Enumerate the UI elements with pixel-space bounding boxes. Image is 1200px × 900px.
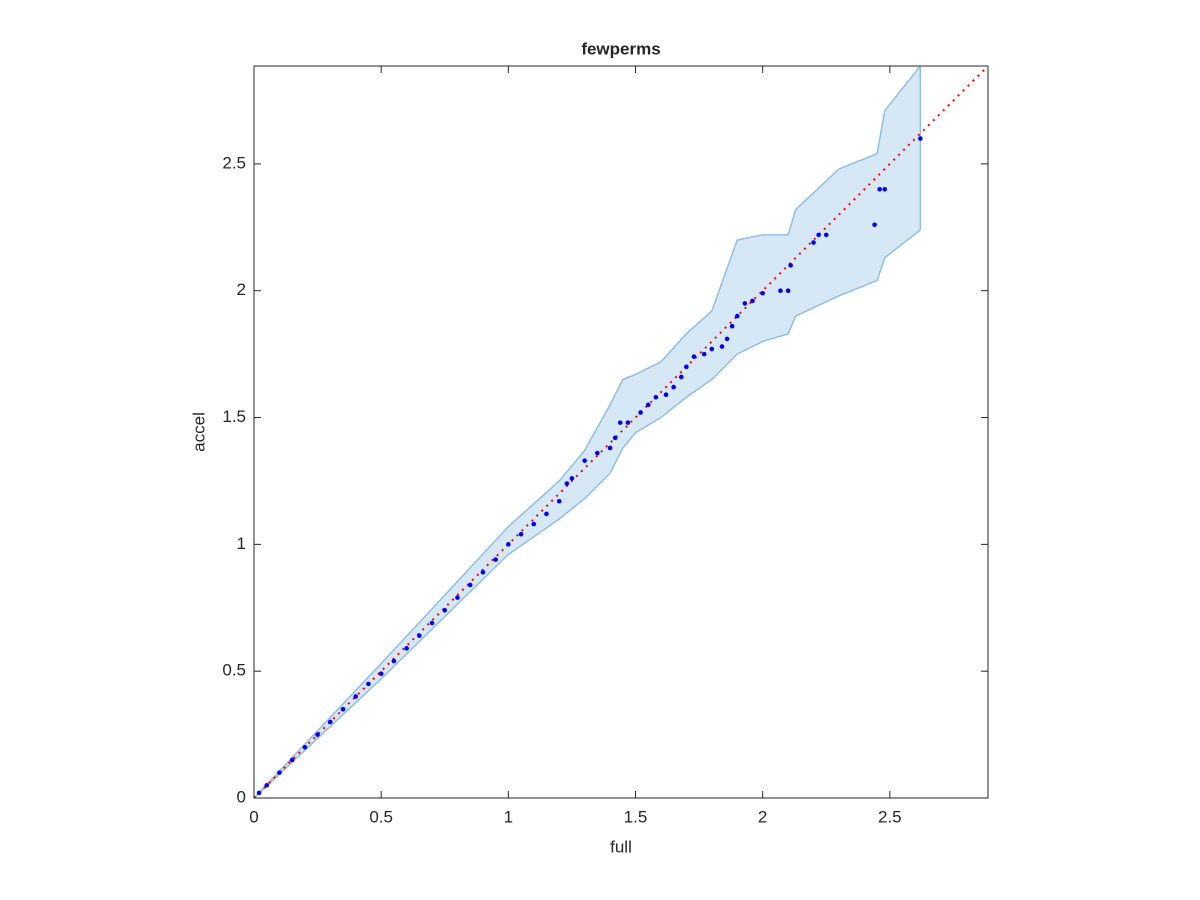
point bbox=[719, 344, 725, 349]
point bbox=[811, 240, 816, 245]
y-tick-label: 2 bbox=[237, 280, 246, 299]
point bbox=[455, 595, 460, 600]
point bbox=[493, 557, 498, 562]
point bbox=[872, 222, 877, 228]
point bbox=[366, 681, 371, 687]
point bbox=[582, 458, 587, 463]
point bbox=[625, 420, 631, 425]
x-axis-label: full bbox=[610, 837, 632, 856]
x-tick-label: 0.5 bbox=[369, 807, 393, 826]
point bbox=[340, 706, 346, 712]
point bbox=[404, 646, 409, 651]
x-tick-label: 2 bbox=[758, 807, 767, 826]
point bbox=[264, 783, 270, 788]
y-axis-label: accel bbox=[189, 412, 208, 452]
point bbox=[638, 410, 643, 415]
point bbox=[724, 336, 730, 342]
point bbox=[531, 521, 537, 527]
point bbox=[701, 351, 707, 357]
y-tick-label: 0.5 bbox=[222, 661, 246, 680]
y-tick-label: 0 bbox=[237, 787, 246, 806]
point bbox=[569, 476, 575, 481]
point bbox=[391, 658, 397, 664]
point bbox=[302, 744, 308, 750]
point bbox=[544, 511, 549, 517]
axes: 0 0.5 1 1.5 2 2.5 0 0.5 1 1.5 2 2.5 bbox=[222, 65, 989, 826]
point bbox=[734, 313, 740, 319]
confidence-band bbox=[254, 66, 921, 798]
point bbox=[750, 298, 755, 304]
point bbox=[353, 694, 359, 699]
point bbox=[467, 582, 473, 588]
plot-area bbox=[254, 66, 988, 798]
point bbox=[617, 420, 623, 425]
point bbox=[684, 364, 689, 370]
point bbox=[742, 301, 748, 306]
point bbox=[612, 435, 618, 441]
x-tick-label: 2.5 bbox=[878, 807, 902, 826]
point bbox=[645, 402, 651, 408]
point bbox=[918, 136, 923, 141]
point bbox=[709, 346, 715, 352]
point bbox=[823, 232, 829, 238]
y-tick-label: 1 bbox=[237, 534, 246, 553]
axes-box bbox=[253, 65, 989, 799]
point bbox=[653, 394, 659, 400]
point bbox=[607, 445, 613, 451]
point bbox=[816, 232, 821, 238]
point bbox=[480, 569, 486, 575]
point bbox=[327, 719, 333, 725]
reference-line bbox=[254, 66, 988, 798]
point bbox=[429, 620, 435, 626]
point bbox=[289, 757, 295, 763]
point bbox=[506, 542, 511, 547]
point bbox=[595, 450, 600, 456]
point bbox=[518, 531, 524, 537]
point bbox=[788, 263, 793, 268]
x-tick-label: 0 bbox=[249, 807, 258, 826]
point bbox=[277, 770, 282, 775]
point bbox=[877, 186, 882, 192]
point bbox=[760, 290, 765, 296]
point bbox=[378, 671, 384, 677]
y-tick-label: 2.5 bbox=[222, 153, 246, 172]
point bbox=[671, 384, 676, 390]
point bbox=[729, 323, 735, 329]
point bbox=[256, 790, 262, 796]
point bbox=[678, 374, 684, 380]
chart-title: fewperms bbox=[581, 39, 660, 58]
point bbox=[315, 732, 320, 737]
point bbox=[778, 288, 783, 294]
point bbox=[442, 608, 448, 613]
band-edge-upper bbox=[254, 66, 921, 798]
point bbox=[663, 392, 669, 398]
point bbox=[691, 354, 697, 359]
y-tick-label: 1.5 bbox=[222, 407, 246, 426]
x-tick-label: 1.5 bbox=[624, 807, 648, 826]
x-tick-label: 1 bbox=[504, 807, 513, 826]
band-edge-lower bbox=[254, 229, 921, 798]
point bbox=[882, 186, 888, 192]
point bbox=[785, 288, 791, 294]
point bbox=[556, 498, 562, 504]
point bbox=[417, 633, 422, 638]
point bbox=[564, 481, 570, 486]
